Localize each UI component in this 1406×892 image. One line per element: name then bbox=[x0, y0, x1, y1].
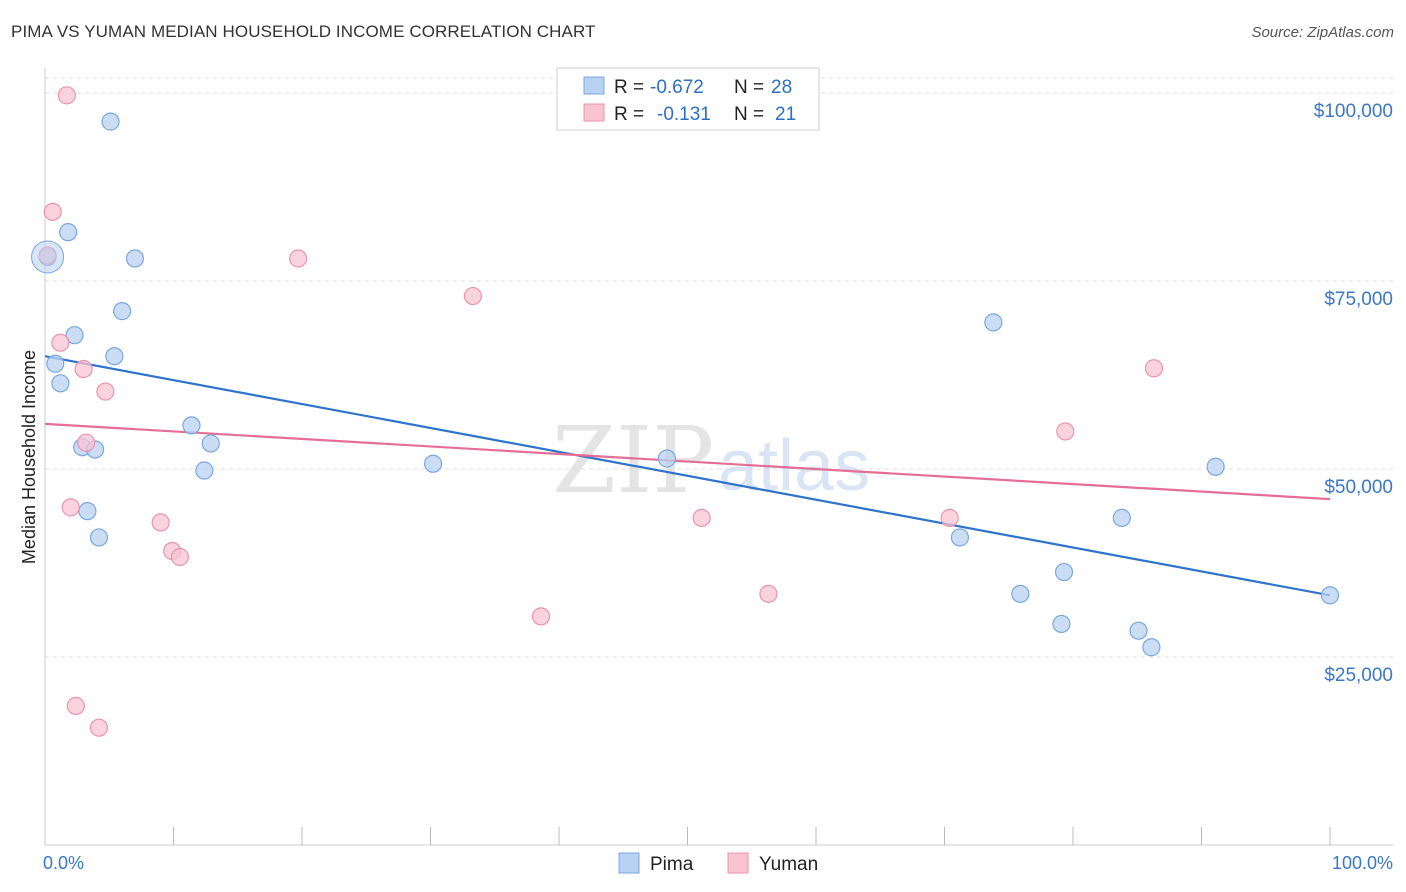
pima-point bbox=[984, 313, 1003, 332]
yuman-point bbox=[1144, 359, 1164, 378]
pima-point bbox=[59, 223, 78, 242]
y-tick-label: $100,000 bbox=[1314, 101, 1393, 122]
pima-point bbox=[1320, 586, 1340, 605]
legend-r-value-yuman: -0.131 bbox=[657, 104, 711, 125]
legend-n-value-yuman: 21 bbox=[775, 104, 796, 125]
pima-point bbox=[112, 302, 132, 321]
legend-n-label-pima: N = bbox=[734, 77, 764, 98]
pima-point bbox=[1011, 584, 1030, 603]
legend-n-label-yuman: N = bbox=[734, 104, 764, 125]
watermark-atlas: atlas bbox=[718, 426, 870, 506]
source-label: Source: ZipAtlas.com bbox=[1251, 24, 1394, 41]
axes bbox=[44, 68, 1393, 846]
yuman-point bbox=[96, 382, 115, 401]
yuman-point bbox=[43, 202, 62, 221]
yuman-point bbox=[463, 286, 483, 306]
yuman-point bbox=[289, 249, 308, 268]
pima-point bbox=[105, 347, 124, 366]
yuman-point bbox=[61, 498, 80, 517]
pima-point bbox=[423, 454, 443, 473]
bottom-legend-swatch-yuman bbox=[727, 852, 749, 874]
chart-title: PIMA VS YUMAN MEDIAN HOUSEHOLD INCOME CO… bbox=[11, 22, 596, 41]
y-tick-label: $75,000 bbox=[1324, 289, 1393, 310]
pima-point bbox=[1206, 457, 1225, 476]
pima-point bbox=[950, 528, 970, 547]
yuman-point bbox=[89, 718, 109, 737]
correlation-legend: R = -0.672 N = 28 R = -0.131 N = 21 bbox=[556, 67, 820, 131]
yuman-point bbox=[1056, 422, 1075, 441]
x-tick-labels: 0.0% 100.0% bbox=[43, 853, 1393, 873]
yuman-point bbox=[151, 513, 170, 532]
pima-point bbox=[1142, 638, 1161, 657]
pima-point bbox=[182, 416, 201, 435]
bottom-legend-swatch-pima bbox=[618, 852, 640, 874]
data-points bbox=[31, 86, 1340, 737]
pima-point bbox=[65, 326, 84, 345]
yuman-point bbox=[692, 508, 711, 527]
pima-point bbox=[101, 112, 120, 131]
pima-point bbox=[201, 434, 220, 453]
legend-r-value-pima: -0.672 bbox=[650, 77, 704, 98]
y-tick-label: $50,000 bbox=[1324, 477, 1393, 498]
legend-r-label-yuman: R = bbox=[614, 104, 644, 125]
pima-point bbox=[1112, 508, 1131, 527]
bottom-legend-label-pima: Pima bbox=[650, 854, 694, 875]
pima-point bbox=[125, 249, 145, 268]
watermark-zip: ZIP bbox=[552, 407, 714, 514]
pima-point bbox=[1054, 562, 1074, 582]
y-tick-label: $25,000 bbox=[1324, 665, 1393, 686]
x-tick-label: 100.0% bbox=[1332, 853, 1393, 873]
bottom-legend-label-yuman: Yuman bbox=[759, 854, 818, 875]
yuman-point bbox=[759, 584, 778, 603]
yuman-trend-line bbox=[44, 422, 1331, 501]
pima-point bbox=[1129, 621, 1148, 640]
pima-point bbox=[657, 449, 677, 468]
pima-point bbox=[31, 240, 65, 274]
series-legend: Pima Yuman bbox=[618, 852, 818, 875]
pima-point bbox=[78, 502, 97, 521]
yuman-point bbox=[51, 333, 70, 352]
legend-swatch-pima bbox=[583, 76, 605, 95]
pima-point bbox=[1052, 614, 1071, 634]
legend-n-value-pima: 28 bbox=[771, 77, 792, 98]
yuman-point bbox=[170, 547, 190, 567]
pima-point bbox=[195, 461, 214, 480]
legend-swatch-yuman bbox=[583, 103, 605, 122]
yuman-point bbox=[77, 433, 96, 452]
y-axis-label: Median Household Income bbox=[19, 350, 39, 564]
trend-lines bbox=[44, 355, 1331, 597]
pima-point bbox=[46, 354, 65, 373]
pima-point bbox=[51, 374, 70, 393]
yuman-point bbox=[66, 696, 85, 715]
x-tick-label: 0.0% bbox=[43, 853, 84, 873]
y-tick-labels: $25,000 $50,000 $75,000 $100,000 bbox=[1314, 101, 1393, 686]
legend-r-label-pima: R = bbox=[614, 77, 644, 98]
pima-trend-line bbox=[44, 355, 1331, 597]
yuman-point bbox=[531, 607, 551, 626]
yuman-point bbox=[940, 508, 959, 527]
pima-point bbox=[89, 528, 109, 547]
yuman-point bbox=[57, 86, 76, 105]
yuman-point bbox=[74, 359, 93, 379]
